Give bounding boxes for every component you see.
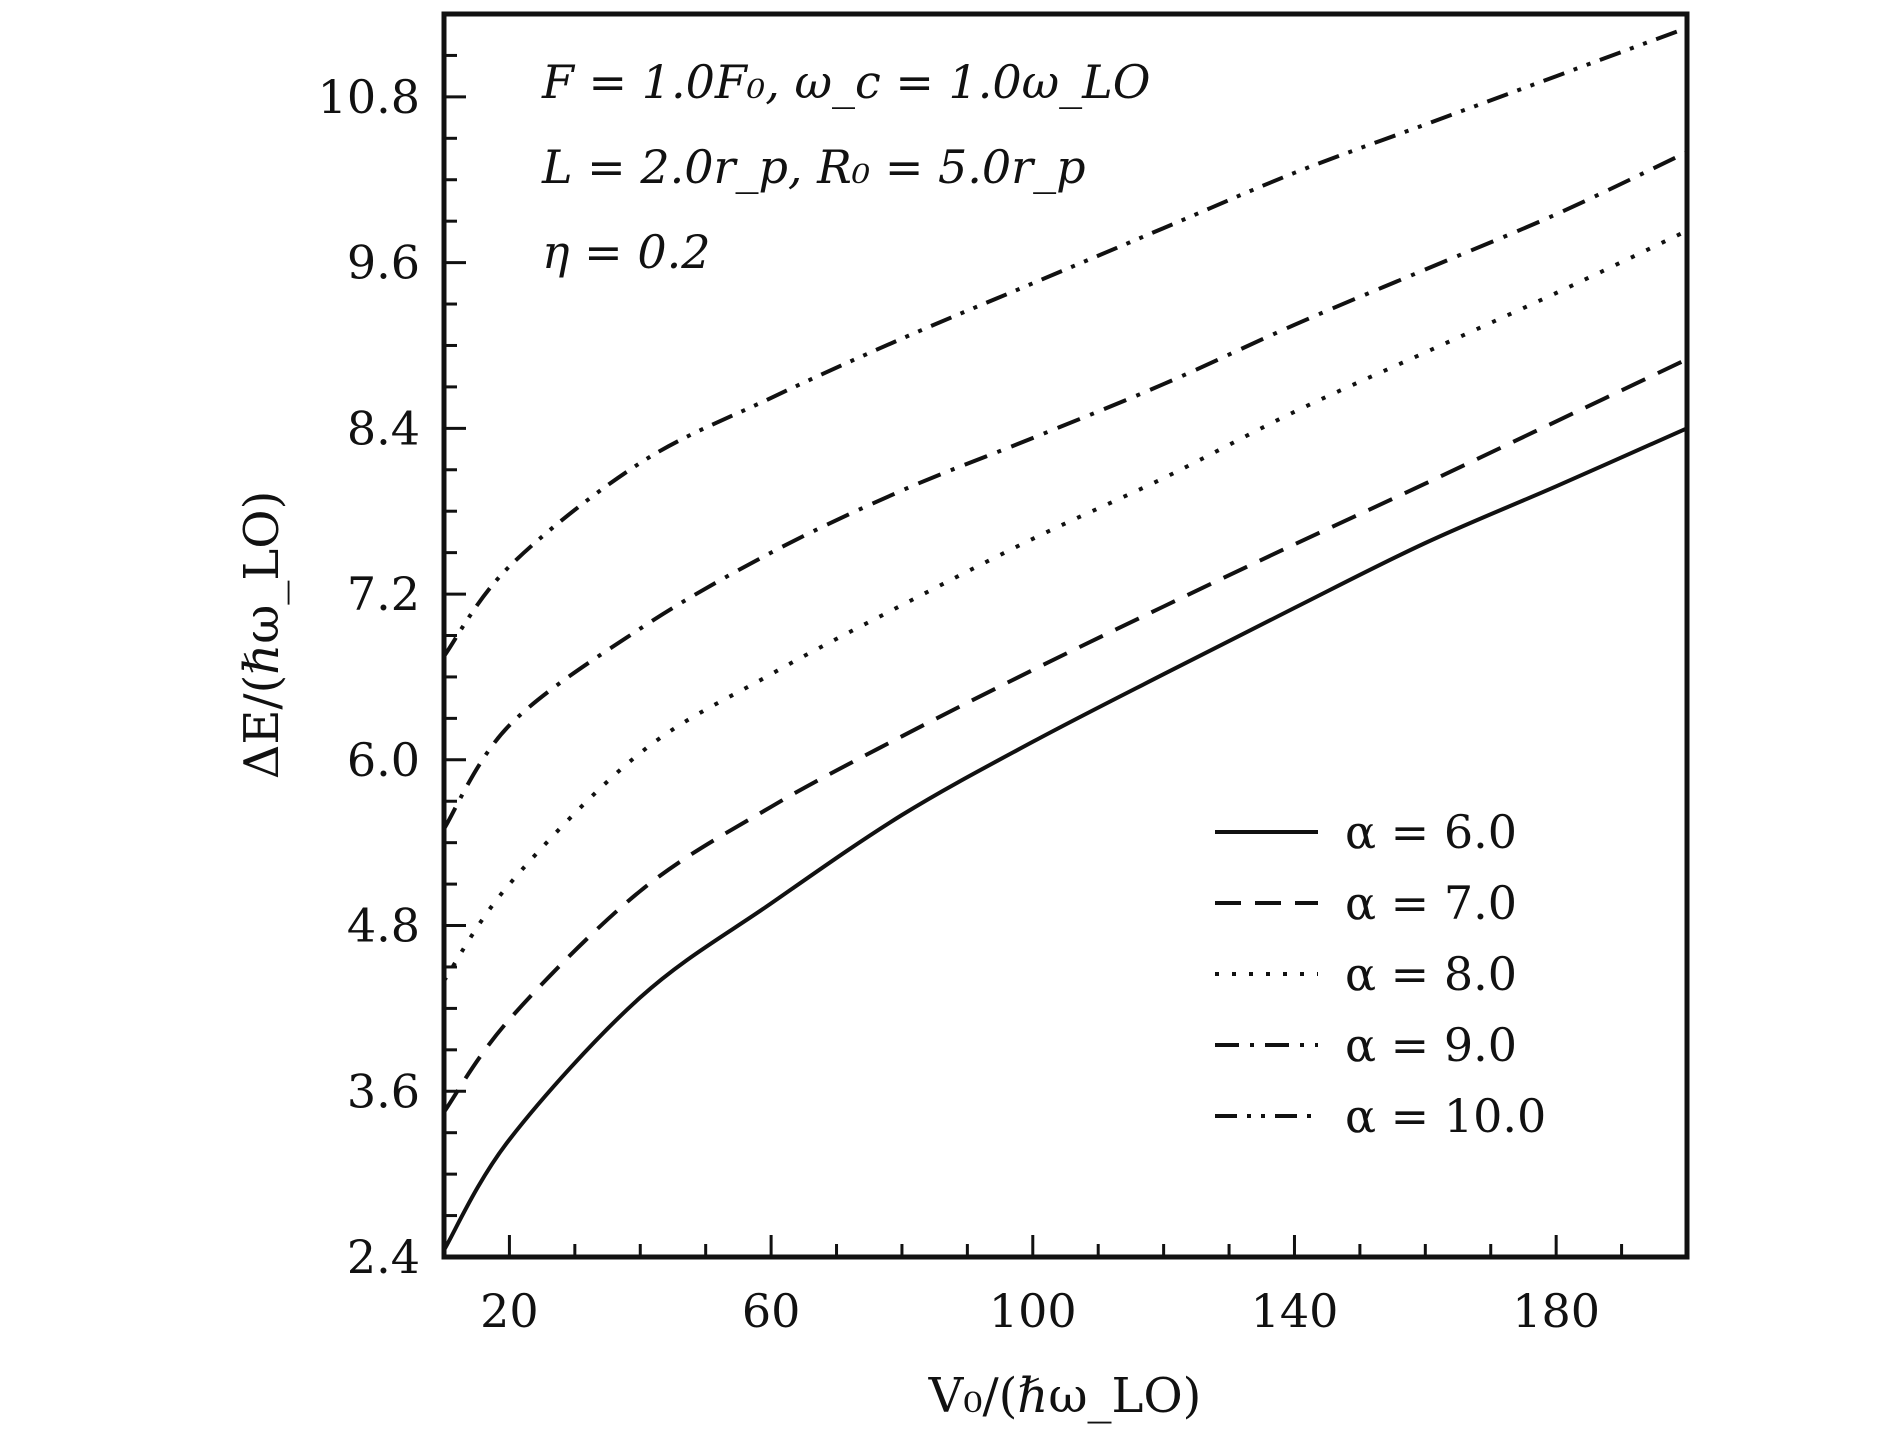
y-tick-label: 3.6	[347, 1064, 420, 1118]
y-tick-label: 2.4	[347, 1230, 420, 1284]
annotation-block: F = 1.0F₀, ω_c = 1.0ω_LO L = 2.0r_p, R₀ …	[541, 55, 1150, 279]
legend-label: α = 8.0	[1345, 947, 1517, 1001]
annotation-line-2: L = 2.0r_p, R₀ = 5.0r_p	[541, 140, 1086, 194]
series-lines	[442, 25, 1688, 1252]
y-tick-label: 10.8	[318, 70, 420, 124]
series-line-4	[442, 150, 1688, 830]
x-tick-label: 100	[989, 1284, 1077, 1338]
series-line-5	[442, 25, 1688, 658]
legend-label: α = 6.0	[1345, 805, 1517, 859]
tick-labels: 20 60 100 140 180 2.4 3.6 4.8 6.0 7.2 8.4 9.6 10.8	[318, 70, 1600, 1338]
series-line-1	[442, 426, 1688, 1252]
annotation-line-1: F = 1.0F₀, ω_c = 1.0ω_LO	[541, 55, 1150, 109]
x-tick-label: 60	[742, 1284, 801, 1338]
y-tick-label: 4.8	[347, 899, 420, 953]
y-tick-label: 6.0	[347, 733, 420, 787]
legend-label: α = 9.0	[1345, 1018, 1517, 1072]
y-tick-label: 7.2	[347, 567, 420, 621]
plot-frame	[441, 11, 1690, 1260]
x-tick-label: 180	[1512, 1284, 1600, 1338]
x-axis-title: V₀/(ℏω_LO)	[928, 1368, 1202, 1424]
y-tick-label: 8.4	[347, 401, 420, 455]
x-tick-label: 20	[480, 1284, 539, 1338]
legend-label: α = 7.0	[1345, 876, 1517, 930]
legend-label: α = 10.0	[1345, 1089, 1546, 1143]
y-tick-label: 9.6	[347, 236, 420, 290]
annotation-line-3: η = 0.2	[542, 225, 711, 279]
y-axis-title: ΔE/(ℏω_LO)	[234, 491, 290, 780]
series-line-2	[442, 357, 1688, 1114]
series-line-3	[442, 228, 1688, 982]
x-tick-label: 140	[1251, 1284, 1339, 1338]
legend: α = 6.0 α = 7.0 α = 8.0 α = 9.0 α = 10.0	[1215, 805, 1546, 1143]
